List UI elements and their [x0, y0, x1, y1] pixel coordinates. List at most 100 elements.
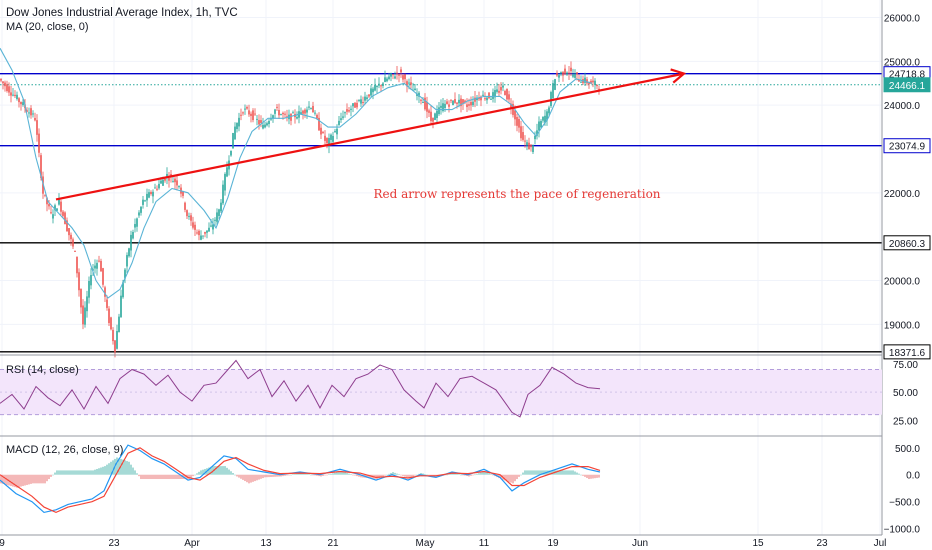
candle-body: [468, 104, 470, 106]
macd-histogram-bar: [0, 474, 2, 484]
macd-histogram-bar: [320, 474, 322, 477]
candle-body: [146, 193, 148, 201]
macd-histogram-bar: [404, 474, 406, 477]
macd-histogram-bar: [210, 466, 212, 475]
macd-axis[interactable]: 500.0 0.0 −500.0 −1000.0: [884, 444, 921, 536]
candle-body: [100, 260, 102, 272]
rsi-axis[interactable]: 25.00 50.00 75.00: [893, 360, 918, 427]
candle-body: [232, 133, 234, 149]
macd-histogram-bar: [512, 474, 514, 484]
macd-pane[interactable]: MACD (12, 26, close, 9): [0, 444, 601, 514]
candle-body: [332, 135, 334, 142]
price-axis[interactable]: 19000.0 20000.0 22000.0 24000.0 25000.0 26000…: [883, 14, 931, 360]
macd-histogram-bar: [250, 474, 252, 483]
macd-histogram-bar: [482, 471, 484, 475]
candle-body: [350, 108, 352, 110]
candle-body: [566, 72, 568, 75]
candle-body: [162, 179, 164, 186]
candle-body: [130, 234, 132, 251]
macd-histogram-bar: [580, 474, 582, 476]
macd-histogram-bar: [416, 474, 418, 476]
macd-histogram-bar: [572, 470, 574, 475]
candle-body: [586, 79, 588, 84]
macd-histogram-bar: [20, 474, 22, 487]
macd-histogram-bar: [570, 470, 572, 475]
horizontal-levels[interactable]: [0, 72, 882, 353]
macd-histogram-bar: [110, 461, 112, 475]
candle-body: [30, 108, 32, 116]
candle-body: [170, 174, 172, 177]
level-label-box[interactable]: [883, 138, 931, 154]
macd-histogram-bar: [272, 474, 274, 477]
macd-histogram-bar: [236, 474, 238, 477]
candle-body: [436, 110, 438, 119]
trend-arrow[interactable]: [55, 68, 687, 201]
candle-body: [408, 82, 410, 84]
macd-histogram-bar: [352, 474, 354, 476]
rsi-pane[interactable]: RSI (14, close): [0, 359, 882, 418]
macd-histogram-bar: [216, 466, 218, 475]
macd-histogram-bar: [124, 460, 126, 475]
macd-histogram-bar: [542, 470, 544, 475]
candle-body: [306, 109, 308, 113]
candle-body: [54, 205, 56, 211]
macd-histogram-bar: [290, 474, 292, 476]
macd-histogram-bar: [156, 474, 158, 480]
candle-body: [284, 113, 286, 115]
level-label-box[interactable]: [883, 235, 931, 251]
candle-body: [198, 230, 200, 236]
macd-histogram-bar: [408, 474, 410, 479]
trend-arrow-shaft[interactable]: [55, 72, 685, 201]
candle-body: [144, 200, 146, 202]
candle-body: [598, 88, 600, 90]
trend-arrow-head[interactable]: [670, 68, 687, 84]
macd-histogram-bar: [524, 470, 526, 475]
candle-body: [292, 112, 294, 114]
macd-histogram-bar: [418, 473, 420, 475]
macd-histogram-bar: [328, 474, 330, 475]
signal-line: [0, 447, 601, 514]
macd-histogram-bar: [506, 474, 508, 482]
macd-histogram-bar: [380, 474, 382, 478]
time-axis[interactable]: 9 23 Apr 13 21 May 11 19 Jun 15 23 Jul: [0, 538, 886, 549]
annotation-text: Red arrow represents the pace of regener…: [373, 187, 660, 201]
candle-body: [400, 69, 402, 73]
candle-body: [560, 72, 562, 74]
candle-body: [6, 84, 8, 91]
macd-histogram-bar: [366, 474, 368, 478]
price-tick-label: 24000.0: [884, 101, 921, 112]
macd-histogram-bar: [26, 474, 28, 485]
macd-histogram-bar: [132, 467, 134, 475]
candle-body: [428, 110, 430, 113]
time-tick-label: 13: [260, 538, 272, 549]
macd-histogram-bar: [358, 474, 360, 477]
candle-body: [422, 102, 424, 104]
macd-histogram-bar: [56, 470, 58, 475]
candle-body: [594, 80, 596, 85]
macd-histogram-bar: [76, 470, 78, 475]
macd-histogram-bar: [556, 470, 558, 475]
macd-histogram-bar: [560, 470, 562, 475]
macd-histogram-bar: [286, 474, 288, 476]
level-label-box[interactable]: [883, 344, 931, 360]
macd-histogram-bar: [260, 474, 262, 479]
candle-body: [96, 262, 98, 269]
candle-body: [4, 82, 6, 87]
macd-histogram-bar: [200, 470, 202, 475]
macd-histogram-bar: [246, 474, 248, 483]
candle-body: [152, 191, 154, 197]
macd-histogram-bar: [530, 470, 532, 475]
level-label-box[interactable]: [883, 77, 931, 93]
macd-histogram-bar: [514, 474, 516, 482]
candle-body: [282, 112, 284, 115]
macd-histogram-bar: [34, 474, 36, 484]
candle-body: [280, 114, 282, 116]
macd-histogram-bar: [526, 470, 528, 475]
macd-histogram-bar: [178, 474, 180, 480]
macd-histogram-bar: [598, 474, 600, 478]
main-pane[interactable]: Red arrow represents the pace of regener…: [0, 47, 882, 358]
candle-body: [454, 99, 456, 103]
macd-histogram-bar: [398, 474, 400, 475]
